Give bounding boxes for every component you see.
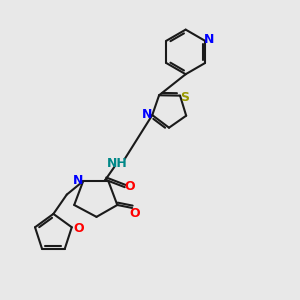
Text: O: O: [129, 207, 140, 220]
Text: N: N: [142, 108, 153, 121]
Text: O: O: [125, 180, 135, 193]
Text: N: N: [204, 33, 214, 46]
Text: N: N: [73, 174, 83, 187]
Text: O: O: [73, 222, 84, 235]
Text: NH: NH: [107, 157, 128, 170]
Text: S: S: [181, 91, 190, 103]
